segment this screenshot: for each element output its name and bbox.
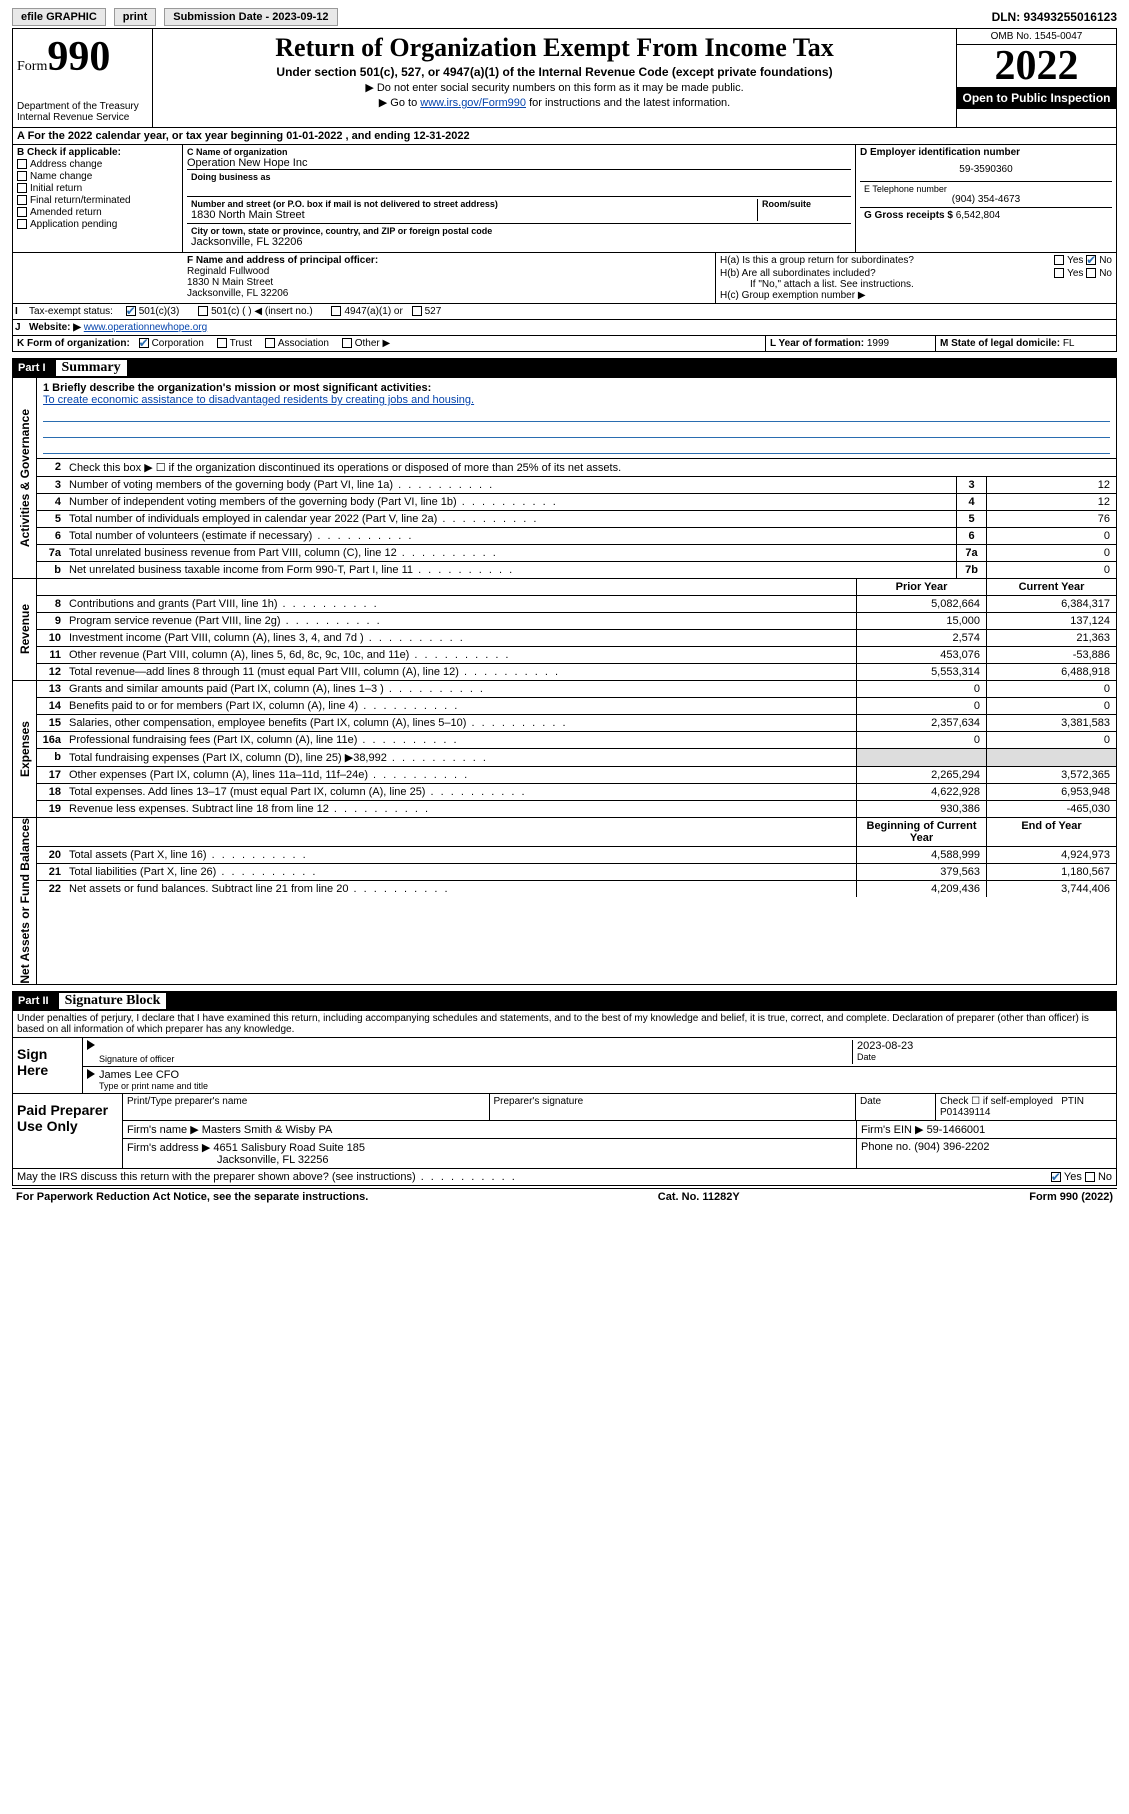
summary-row-19: 19Revenue less expenses. Subtract line 1… [37,801,1116,817]
paid-preparer-label: Paid Preparer Use Only [13,1094,123,1168]
print-button[interactable]: print [114,8,156,26]
phone-value: (904) 354-4673 [864,194,1108,205]
mission-block: 1 Briefly describe the organization's mi… [37,378,1116,458]
j-row: J Website: ▶ www.operationnewhope.org [12,320,1117,336]
submission-date: Submission Date - 2023-09-12 [164,8,337,26]
summary-row-10: 10Investment income (Part VIII, column (… [37,630,1116,647]
form-title: Return of Organization Exempt From Incom… [157,33,952,63]
firm-name: Masters Smith & Wisby PA [202,1124,333,1136]
employer-column: D Employer identification number 59-3590… [856,145,1116,252]
summary-row-9: 9Program service revenue (Part VIII, lin… [37,613,1116,630]
fh-block: F Name and address of principal officer:… [12,253,1117,304]
irs-link[interactable]: www.irs.gov/Form990 [420,97,526,109]
net-assets-section: Net Assets or Fund Balances Beginning of… [12,818,1117,985]
triangle-icon [87,1069,95,1079]
expenses-section: Expenses 13Grants and similar amounts pa… [12,681,1117,818]
gross-receipts: 6,542,804 [956,210,1001,221]
website-link[interactable]: www.operationnewhope.org [84,322,207,333]
form-number: Form990 [17,33,148,81]
firm-addr: 4651 Salisbury Road Suite 185 [213,1142,365,1154]
checkbox-final-return-terminated[interactable]: Final return/terminated [17,195,178,206]
summary-row-b: bTotal fundraising expenses (Part IX, co… [37,749,1116,767]
discuss-yesno: Yes No [1051,1171,1112,1183]
triangle-icon [87,1040,95,1050]
summary-row-7b: bNet unrelated business taxable income f… [37,562,1116,578]
dept-label: Department of the Treasury Internal Reve… [17,101,148,123]
dln-label: DLN: 93493255016123 [992,10,1117,24]
mission-text[interactable]: To create economic assistance to disadva… [43,394,1110,406]
summary-row-14: 14Benefits paid to or for members (Part … [37,698,1116,715]
summary-row-17: 17Other expenses (Part IX, column (A), l… [37,767,1116,784]
summary-row-21: 21Total liabilities (Part X, line 26)379… [37,864,1116,881]
firm-phone: (904) 396-2202 [914,1141,989,1153]
summary-row-20: 20Total assets (Part X, line 16)4,588,99… [37,847,1116,864]
public-inspection-badge: Open to Public Inspection [957,87,1116,109]
ha-yesno: Yes No [1054,255,1112,266]
year-formation: 1999 [867,338,889,349]
klm-row: K Form of organization: Corporation Trus… [12,336,1117,352]
top-bar: efile GRAPHIC print Submission Date - 20… [12,8,1117,29]
officer-name: Reginald Fullwood [187,266,711,277]
org-address: 1830 North Main Street [191,209,757,221]
org-name: Operation New Hope Inc [187,157,851,169]
page-footer: For Paperwork Reduction Act Notice, see … [12,1188,1117,1205]
tax-year: 2022 [957,45,1116,87]
summary-row-8: 8Contributions and grants (Part VIII, li… [37,596,1116,613]
summary-row-15: 15Salaries, other compensation, employee… [37,715,1116,732]
form-header: Form990 Department of the Treasury Inter… [12,29,1117,128]
state-domicile: FL [1063,338,1075,349]
org-city: Jacksonville, FL 32206 [191,236,847,248]
part-1-header: Part I Summary [12,358,1117,378]
sign-here-label: Sign Here [13,1038,83,1093]
summary-row-22: 22Net assets or fund balances. Subtract … [37,881,1116,897]
ein-value: 59-3590360 [860,164,1112,175]
tax-year-row: A For the 2022 calendar year, or tax yea… [12,128,1117,145]
summary-row-6: 6Total number of volunteers (estimate if… [37,528,1116,545]
officer-typed-name: James Lee CFO [99,1069,1112,1081]
efile-label: efile GRAPHIC [12,8,106,26]
summary-row-7a: 7aTotal unrelated business revenue from … [37,545,1116,562]
summary-row-4: 4Number of independent voting members of… [37,494,1116,511]
summary-row-16a: 16aProfessional fundraising fees (Part I… [37,732,1116,749]
form-subtitle: Under section 501(c), 527, or 4947(a)(1)… [157,65,952,79]
summary-row-11: 11Other revenue (Part VIII, column (A), … [37,647,1116,664]
checkbox-application-pending[interactable]: Application pending [17,219,178,230]
hb-yesno: Yes No [1054,268,1112,279]
bcd-block: B Check if applicable: Address changeNam… [12,145,1117,253]
i-row: I Tax-exempt status: 501(c)(3) 501(c) ( … [12,304,1117,320]
firm-ein: 59-1466001 [927,1124,986,1136]
checkbox-name-change[interactable]: Name change [17,171,178,182]
summary-row-12: 12Total revenue—add lines 8 through 11 (… [37,664,1116,680]
revenue-section: Revenue Prior YearCurrent Year 8Contribu… [12,579,1117,681]
signature-block: Under penalties of perjury, I declare th… [12,1011,1117,1186]
checkbox-amended-return[interactable]: Amended return [17,207,178,218]
summary-row-5: 5Total number of individuals employed in… [37,511,1116,528]
summary-row-3: 3Number of voting members of the governi… [37,477,1116,494]
form-note-1: ▶ Do not enter social security numbers o… [157,81,952,94]
activities-governance-section: Activities & Governance 1 Briefly descri… [12,378,1117,579]
check-b-column: B Check if applicable: Address changeNam… [13,145,183,252]
checkbox-initial-return[interactable]: Initial return [17,183,178,194]
name-block: C Name of organization Operation New Hop… [183,145,856,252]
ptin-value: P01439114 [940,1107,990,1118]
part-2-header: Part II Signature Block [12,991,1117,1011]
form-note-2: ▶ Go to www.irs.gov/Form990 for instruct… [157,96,952,109]
sig-date: 2023-08-23 [857,1040,1112,1052]
summary-row-18: 18Total expenses. Add lines 13–17 (must … [37,784,1116,801]
checkbox-address-change[interactable]: Address change [17,159,178,170]
summary-row-13: 13Grants and similar amounts paid (Part … [37,681,1116,698]
